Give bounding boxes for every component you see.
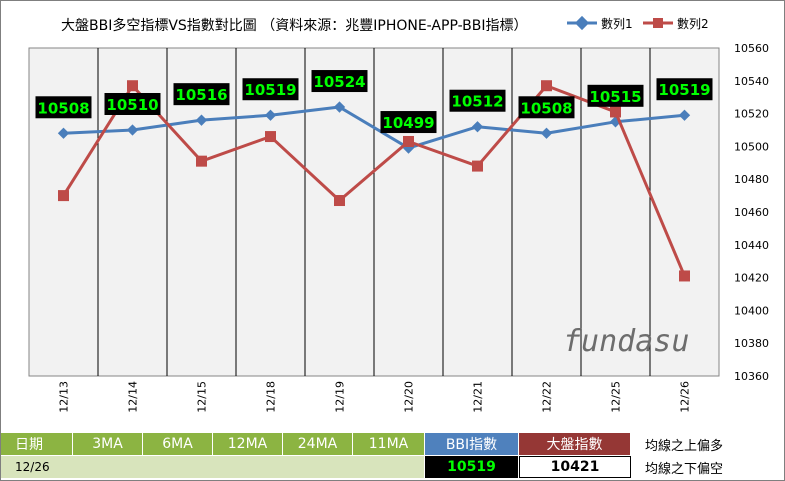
data-label: 10524 <box>311 70 368 93</box>
legend: 數列1 數列2 <box>567 15 709 31</box>
data-label: 10519 <box>656 78 713 101</box>
series-2-point <box>196 155 207 167</box>
data-label: 10510 <box>104 93 161 115</box>
y-tick-label: 10360 <box>734 370 769 383</box>
series-2-point <box>472 160 483 172</box>
data-label-bg <box>656 78 713 101</box>
data-label-bg <box>173 83 230 106</box>
data-label-bg <box>449 89 506 112</box>
data-label: 10499 <box>380 111 437 134</box>
y-tick-label: 10560 <box>734 42 769 55</box>
y-tick-label: 10500 <box>734 140 769 153</box>
y-tick-label: 10460 <box>734 206 769 219</box>
legend-series-1-marker <box>574 15 590 31</box>
series-2-line <box>62 84 686 277</box>
x-tick-label: 12/13 <box>58 381 71 413</box>
cell-bbi: 10519 <box>425 456 519 478</box>
header-index: 大盤指數 <box>519 433 631 455</box>
chart-title: 大盤BBI多空指標VS指數對比圖 （資料來源：兆豐IPHONE-APP-BBI指… <box>61 17 527 34</box>
x-tick-label: 12/14 <box>127 381 140 413</box>
y-tick-label: 10540 <box>734 75 769 88</box>
table-data-row: 12/26 10519 10421 均線之下偏空 <box>1 456 784 478</box>
series-2-point <box>265 131 276 143</box>
data-label-bg <box>587 84 644 107</box>
data-label: 10508 <box>35 96 92 119</box>
series-2-point <box>334 195 345 207</box>
data-label-text: 10524 <box>313 73 365 91</box>
data-label: 10508 <box>518 96 575 119</box>
legend-series-1-label: 數列1 <box>601 17 633 31</box>
cell-index: 10421 <box>519 456 631 478</box>
y-tick-label: 10380 <box>734 337 769 350</box>
data-label-text: 10519 <box>244 81 296 99</box>
header-6ma: 6MA <box>143 433 213 455</box>
data-label-bg <box>242 78 299 101</box>
data-label-text: 10512 <box>451 93 503 111</box>
data-label-bg <box>35 96 92 119</box>
watermark: fundasu <box>563 324 689 359</box>
data-label-text: 10508 <box>520 99 572 117</box>
series-2-point <box>127 80 138 92</box>
data-label: 10515 <box>587 84 644 107</box>
header-date: 日期 <box>1 433 73 455</box>
x-tick-label: 12/19 <box>334 381 347 413</box>
y-tick-label: 10420 <box>734 272 769 285</box>
series-2-point <box>403 135 414 147</box>
header-bbi: BBI指數 <box>425 433 519 455</box>
series-2-point <box>541 80 552 92</box>
line-chart: 10360 10380 10400 10420 10440 10460 10480 10500… <box>28 15 769 413</box>
x-tick-label: 12/15 <box>196 381 209 413</box>
table-header-row: 日期 3MA 6MA 12MA 24MA 11MA BBI指數 大盤指數 均線之… <box>1 433 784 455</box>
header-12ma: 12MA <box>213 433 283 455</box>
header-note: 均線之上偏多 <box>631 433 784 455</box>
cell-date: 12/26 <box>1 456 425 478</box>
series-1-point <box>540 127 553 139</box>
data-label-text: 10516 <box>175 86 227 104</box>
y-tick-label: 10440 <box>734 239 769 252</box>
data-label-bg <box>380 111 437 134</box>
series-2-point <box>610 106 621 118</box>
data-label-text: 10508 <box>37 99 89 117</box>
y-tick-label: 10400 <box>734 304 769 317</box>
x-tick-label: 12/18 <box>265 381 278 413</box>
data-label-bg <box>518 96 575 119</box>
data-label: 10519 <box>242 78 299 101</box>
series-2-point <box>679 270 690 282</box>
data-label-text: 10515 <box>589 88 641 106</box>
data-label-bg <box>104 93 161 115</box>
cell-note: 均線之下偏空 <box>631 456 784 478</box>
legend-series-2-marker <box>653 18 663 28</box>
data-label-text: 10510 <box>106 96 158 114</box>
y-tick-label: 10520 <box>734 108 769 121</box>
legend-series-2-label: 數列2 <box>677 17 709 31</box>
y-tick-label: 10480 <box>734 173 769 186</box>
header-11ma: 11MA <box>353 433 425 455</box>
x-tick-label: 12/22 <box>541 381 554 413</box>
x-tick-label: 12/26 <box>679 381 692 413</box>
x-tick-label: 12/21 <box>472 381 485 413</box>
series-2-point <box>58 190 69 202</box>
data-label-text: 10519 <box>658 81 710 99</box>
data-label-bg <box>311 70 368 93</box>
data-label: 10512 <box>449 89 506 112</box>
x-tick-label: 12/25 <box>610 381 623 413</box>
header-24ma: 24MA <box>283 433 353 455</box>
x-tick-label: 12/20 <box>403 381 416 413</box>
data-label-text: 10499 <box>382 114 434 132</box>
data-label: 10516 <box>173 83 230 106</box>
header-3ma: 3MA <box>73 433 143 455</box>
